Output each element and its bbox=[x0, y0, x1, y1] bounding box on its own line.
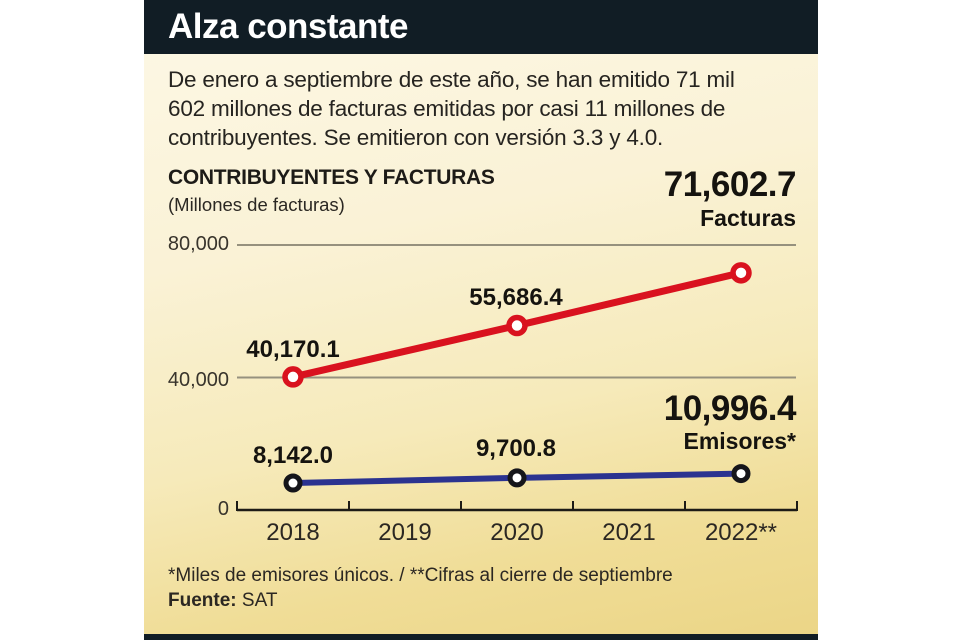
callout-emisores-label: Emisores* bbox=[683, 428, 796, 454]
y-tick-40000: 40,000 bbox=[167, 369, 229, 391]
bottom-accent-bar bbox=[144, 634, 818, 640]
point-label-emisores-2020: 9,700.8 bbox=[475, 435, 557, 462]
x-tick-2018: 2018 bbox=[266, 519, 320, 546]
x-tick-2019: 2019 bbox=[378, 519, 432, 546]
callout-facturas-value: 71,602.7 bbox=[663, 165, 797, 204]
y-tick-80000: 80,000 bbox=[167, 233, 229, 255]
chart-subtitle: (Millones de facturas) bbox=[168, 194, 345, 215]
callout-emisores-value: 10,996.4 bbox=[663, 389, 797, 428]
page-title: Alza constante bbox=[168, 7, 409, 46]
chart-title: CONTRIBUYENTES Y FACTURAS bbox=[168, 166, 495, 189]
point-label-facturas-2020: 55,686.4 bbox=[469, 284, 563, 311]
source-value: SAT bbox=[241, 590, 278, 611]
source-line: Fuente: SAT bbox=[168, 590, 277, 612]
x-tick-2021: 2021 bbox=[602, 519, 656, 546]
source-label: Fuente: bbox=[168, 590, 237, 611]
intro-paragraph: De enero a septiembre de este año, se ha… bbox=[168, 67, 735, 150]
y-tick-0: 0 bbox=[217, 498, 229, 520]
header-bar: Alza constante bbox=[144, 0, 818, 54]
callout-facturas-label: Facturas bbox=[700, 205, 796, 231]
x-tick-2022: 2022** bbox=[704, 519, 778, 546]
x-tick-2020: 2020 bbox=[490, 519, 544, 546]
point-label-emisores-2018: 8,142.0 bbox=[252, 442, 334, 469]
point-label-facturas-2018: 40,170.1 bbox=[246, 336, 340, 363]
footnote: *Miles de emisores únicos. / **Cifras al… bbox=[168, 565, 673, 586]
